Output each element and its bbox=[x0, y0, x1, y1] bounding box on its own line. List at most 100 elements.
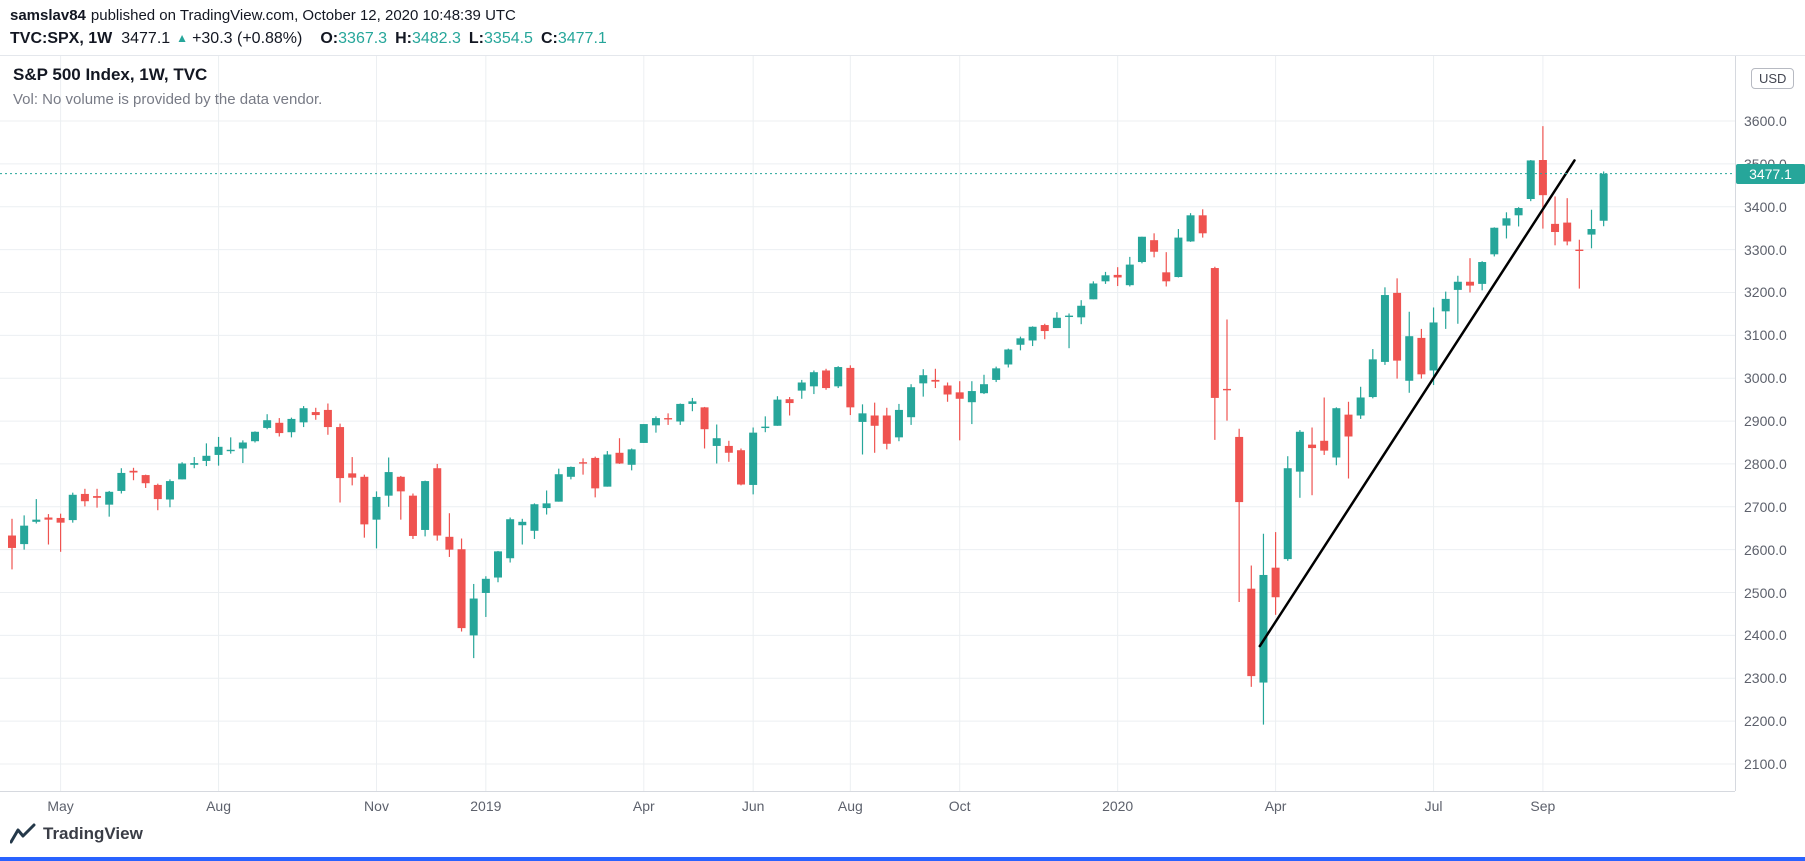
candle bbox=[287, 417, 296, 438]
candle bbox=[1198, 209, 1207, 238]
candle bbox=[542, 490, 551, 515]
candle bbox=[737, 448, 745, 486]
time-axis-label: Aug bbox=[837, 798, 863, 814]
candle bbox=[1028, 326, 1037, 347]
publish-info: samslav84 published on TradingView.com, O… bbox=[10, 7, 1805, 25]
candle bbox=[773, 396, 782, 426]
candle bbox=[943, 382, 952, 402]
candle bbox=[1223, 319, 1231, 421]
candle bbox=[566, 466, 575, 480]
candle bbox=[214, 436, 223, 466]
candle bbox=[1478, 261, 1487, 291]
candle bbox=[1295, 430, 1304, 498]
candle bbox=[1320, 397, 1329, 455]
candle bbox=[894, 403, 903, 442]
candle bbox=[457, 538, 466, 632]
candle bbox=[384, 457, 393, 507]
price-tick-label: 2700.0 bbox=[1744, 498, 1787, 515]
candle bbox=[688, 397, 697, 412]
price-tick-label: 3300.0 bbox=[1744, 241, 1787, 258]
candle bbox=[980, 374, 988, 395]
candle bbox=[117, 468, 126, 494]
price-tick-label: 3600.0 bbox=[1744, 113, 1787, 129]
chart-title[interactable]: S&P 500 Index, 1W, TVC bbox=[13, 65, 208, 84]
price-tick-label: 2100.0 bbox=[1744, 756, 1787, 772]
candle bbox=[882, 407, 891, 450]
ohlc-value: 3367.3 bbox=[338, 30, 388, 47]
candles bbox=[8, 126, 1608, 725]
candle bbox=[494, 550, 502, 583]
symbol-interval[interactable]: TVC:SPX, 1W bbox=[10, 30, 113, 47]
candle bbox=[1502, 212, 1511, 239]
candle bbox=[336, 423, 345, 503]
last-price-badge: 3477.1 bbox=[1736, 163, 1805, 184]
candle bbox=[348, 457, 357, 486]
candle bbox=[1210, 266, 1219, 440]
candle bbox=[1125, 256, 1134, 287]
bottom-accent-bar bbox=[0, 857, 1805, 861]
candle bbox=[311, 407, 320, 420]
candle bbox=[1101, 271, 1110, 284]
price-tick-label: 3200.0 bbox=[1744, 284, 1787, 301]
time-axis-label: Oct bbox=[948, 798, 971, 814]
candle bbox=[1040, 323, 1049, 340]
candle bbox=[1587, 209, 1596, 249]
price-pane[interactable]: S&P 500 Index, 1W, TVC Vol: No volume is… bbox=[0, 56, 1736, 791]
candle bbox=[518, 518, 527, 545]
candle bbox=[129, 467, 138, 481]
candle bbox=[56, 513, 65, 552]
candle bbox=[1368, 349, 1377, 399]
candle bbox=[761, 416, 770, 433]
candle bbox=[421, 480, 430, 537]
candle bbox=[202, 443, 211, 467]
candle bbox=[700, 406, 709, 449]
candle bbox=[676, 403, 685, 425]
candle bbox=[1308, 427, 1317, 496]
price-tick-label: 3400.0 bbox=[1744, 198, 1787, 215]
candle bbox=[263, 414, 272, 430]
candle bbox=[190, 457, 199, 469]
symbol-legend: TVC:SPX, 1W 3477.1 ▲ +30.3 (+0.88%) O:3367.3… bbox=[10, 29, 1805, 48]
author-link[interactable]: samslav84 bbox=[10, 7, 86, 24]
currency-unit-button[interactable]: USD bbox=[1751, 68, 1795, 89]
tradingview-logo[interactable]: TradingView bbox=[10, 823, 143, 845]
candle bbox=[153, 483, 162, 511]
candle bbox=[372, 491, 381, 549]
price-tick-label: 3000.0 bbox=[1744, 370, 1787, 387]
candle bbox=[931, 368, 940, 389]
candle bbox=[1405, 311, 1414, 393]
candle bbox=[1453, 275, 1462, 324]
candle bbox=[1332, 407, 1341, 466]
candle bbox=[1137, 236, 1146, 264]
candlestick-chart[interactable] bbox=[0, 56, 1735, 791]
ohlc-label: O: bbox=[320, 30, 339, 47]
trendline[interactable] bbox=[1258, 159, 1576, 648]
candle bbox=[907, 384, 916, 425]
candle bbox=[1380, 287, 1389, 365]
candle bbox=[639, 424, 648, 443]
candle bbox=[32, 499, 41, 524]
candle bbox=[809, 370, 818, 395]
candle bbox=[1283, 456, 1292, 561]
time-axis-label: 2019 bbox=[470, 798, 502, 814]
candle bbox=[1259, 533, 1268, 725]
candle bbox=[481, 576, 490, 617]
candle bbox=[1466, 258, 1474, 293]
chart-area: S&P 500 Index, 1W, TVC Vol: No volume is… bbox=[0, 55, 1805, 820]
candle bbox=[251, 431, 259, 443]
price-axis[interactable]: USD 3600.03500.03400.03300.03200.03100.0… bbox=[1736, 56, 1805, 791]
ohlc-value: 3482.3 bbox=[411, 30, 461, 47]
candle bbox=[408, 493, 417, 539]
candle bbox=[178, 462, 187, 480]
candle bbox=[846, 365, 855, 416]
candle bbox=[615, 438, 624, 464]
candle bbox=[1186, 213, 1195, 242]
candle bbox=[93, 488, 102, 508]
tradingview-logo-text: TradingView bbox=[43, 824, 143, 843]
time-axis[interactable]: May Aug Nov 2019 Apr Jun Aug Oct 2020 Apr Jul Sep bbox=[0, 791, 1735, 820]
price-tick-label: 3100.0 bbox=[1744, 327, 1787, 344]
candle bbox=[1162, 252, 1171, 287]
time-axis-label: Aug bbox=[206, 798, 231, 814]
candle bbox=[1077, 300, 1086, 325]
